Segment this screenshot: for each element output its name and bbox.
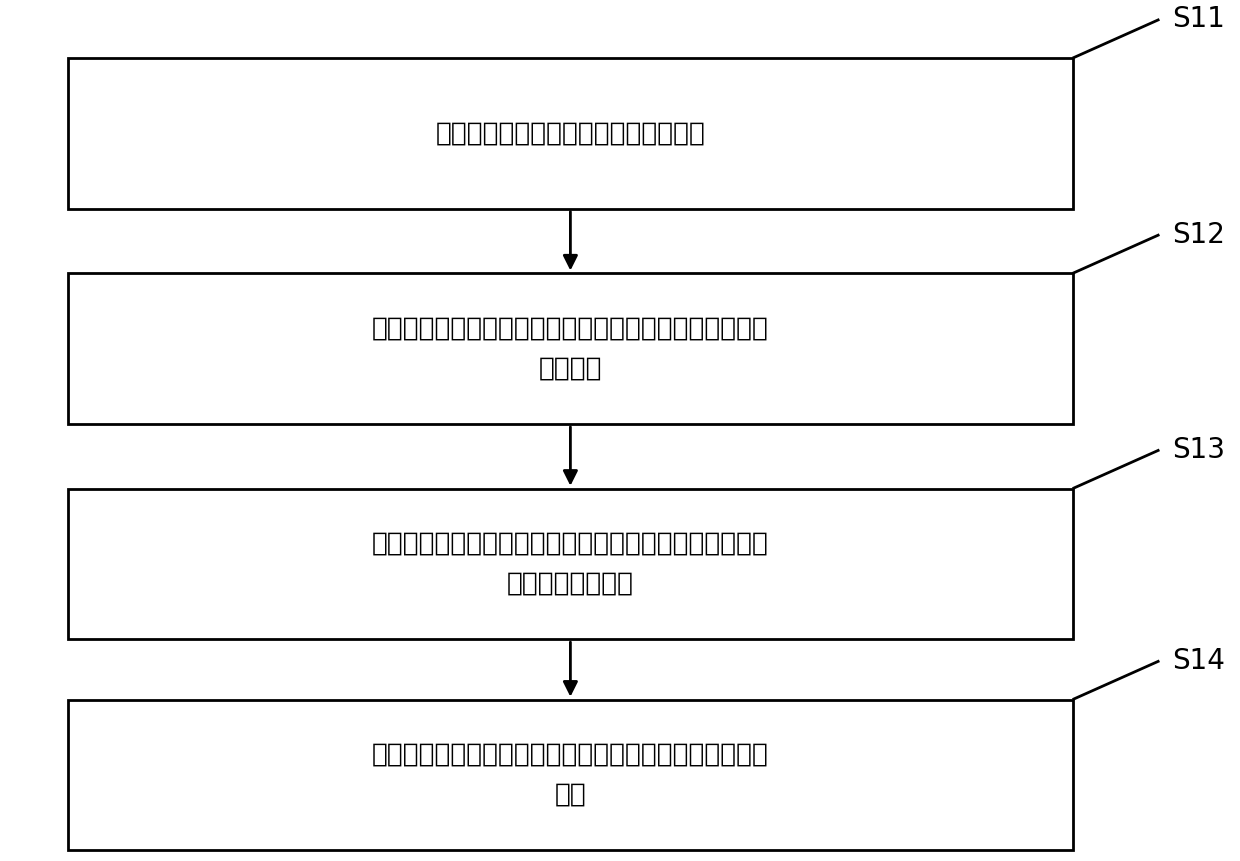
Text: 对所述语音信息进行翻译处理，以将所述语音信息转换成
文本信息: 对所述语音信息进行翻译处理，以将所述语音信息转换成 文本信息 xyxy=(372,316,769,381)
Text: S11: S11 xyxy=(1172,5,1225,34)
Text: S13: S13 xyxy=(1172,436,1225,464)
Bar xyxy=(68,699,1073,851)
Text: 采集用户在会议过程中发表的语音信息: 采集用户在会议过程中发表的语音信息 xyxy=(435,121,706,146)
Text: 确定所述用户的身份信息，并将所述文本信息与所述身份
信息进行相关存储: 确定所述用户的身份信息，并将所述文本信息与所述身份 信息进行相关存储 xyxy=(372,531,769,597)
Bar xyxy=(68,489,1073,639)
Text: S14: S14 xyxy=(1172,647,1225,675)
Text: 对所述文本信息进行预设处理，并输出预设处理后的文本
信息: 对所述文本信息进行预设处理，并输出预设处理后的文本 信息 xyxy=(372,742,769,808)
Bar xyxy=(68,274,1073,424)
Text: S12: S12 xyxy=(1172,220,1225,249)
Bar xyxy=(68,59,1073,209)
